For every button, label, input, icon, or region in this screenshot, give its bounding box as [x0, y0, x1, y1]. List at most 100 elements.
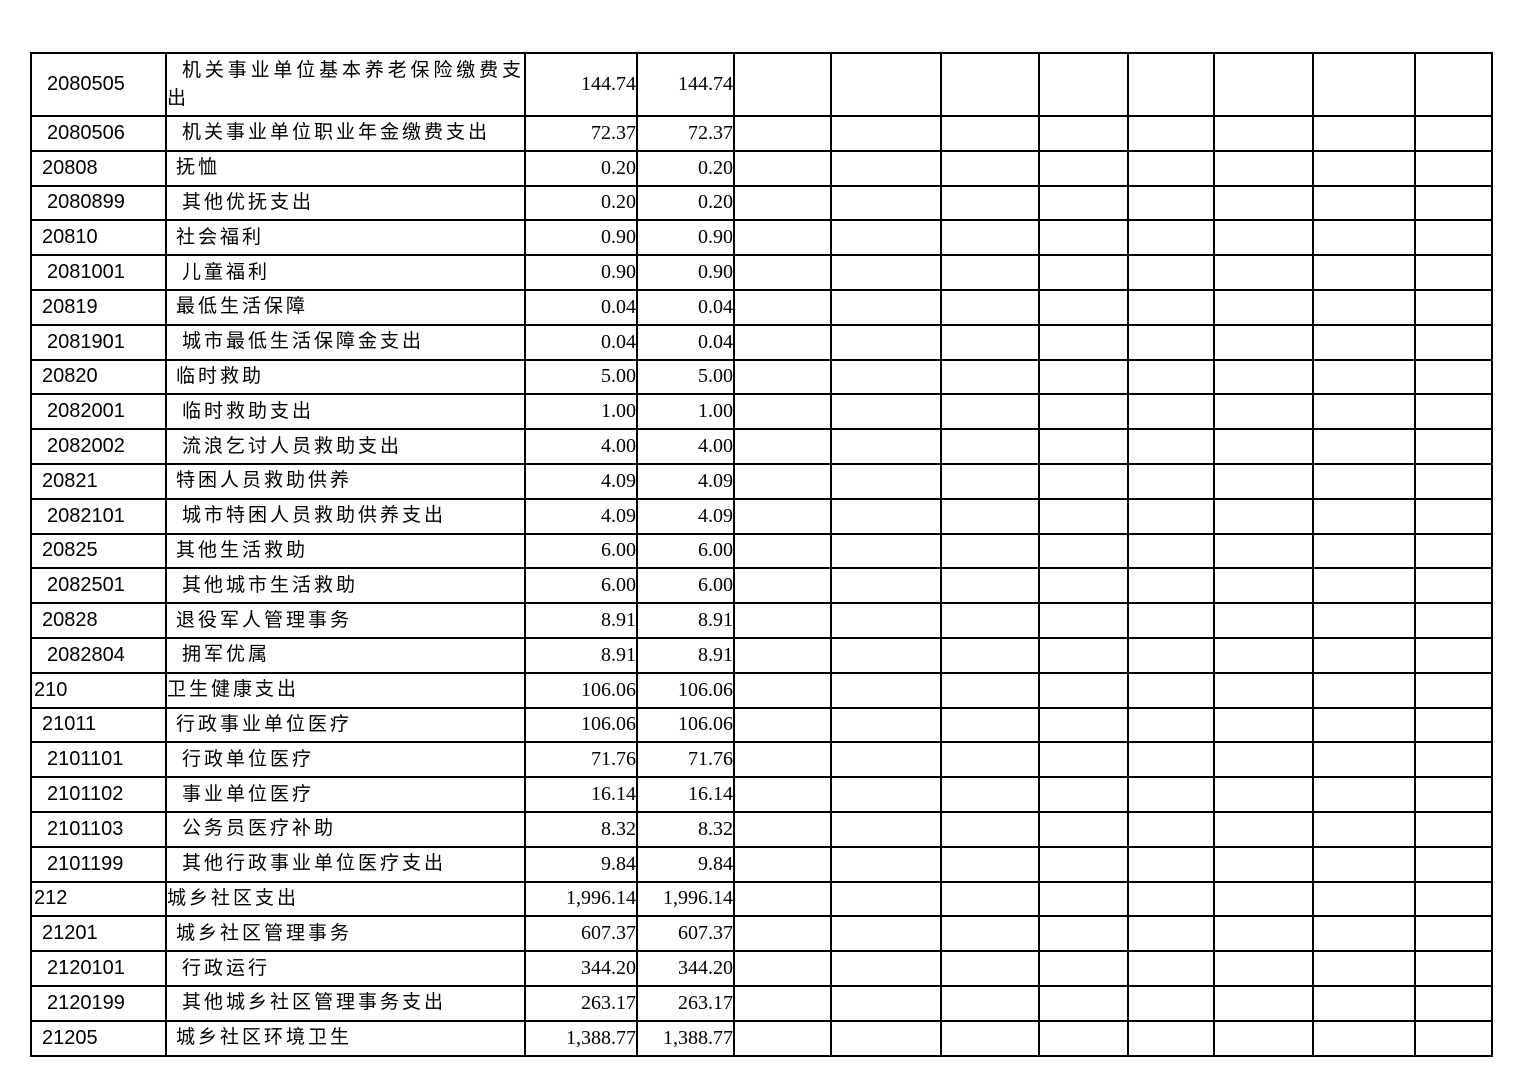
- empty-cell: [1312, 52, 1416, 117]
- empty-cell: [733, 567, 832, 605]
- function-code-cell: 2120199: [30, 984, 167, 1022]
- item-name-cell: 社会福利: [165, 219, 526, 257]
- amount-cell-2: 144.74: [636, 52, 735, 117]
- table-row: 21011 行政事业单位医疗 106.06 106.06: [30, 706, 1493, 744]
- amount-cell-2: 607.37: [636, 915, 735, 953]
- amount-cell-1: 144.74: [524, 52, 638, 117]
- empty-cell: [733, 984, 832, 1022]
- item-name-cell: 临时救助: [165, 358, 526, 396]
- empty-cell: [830, 462, 942, 500]
- amount-cell-2: 106.06: [636, 671, 735, 709]
- empty-cell: [1414, 636, 1493, 674]
- amount-cell-1: 71.76: [524, 741, 638, 779]
- empty-cell: [1038, 915, 1129, 953]
- item-name-cell: 事业单位医疗: [165, 776, 526, 813]
- empty-cell: [1312, 567, 1416, 605]
- table-row: 2082501 其他城市生活救助 6.00 6.00: [30, 567, 1493, 605]
- empty-cell: [1312, 428, 1416, 465]
- empty-cell: [1213, 810, 1314, 848]
- amount-cell-1: 0.04: [524, 288, 638, 326]
- item-name-cell: 其他优抚支出: [165, 184, 526, 222]
- empty-cell: [830, 428, 942, 465]
- table-row: 20828 退役军人管理事务 8.91 8.91: [30, 602, 1493, 639]
- item-name-cell: 退役军人管理事务: [165, 602, 526, 639]
- empty-cell: [830, 497, 942, 535]
- amount-cell-2: 6.00: [636, 567, 735, 605]
- empty-cell: [1213, 567, 1314, 605]
- function-code-cell: 2080899: [30, 184, 167, 222]
- amount-cell-2: 71.76: [636, 741, 735, 779]
- amount-cell-1: 0.04: [524, 323, 638, 361]
- empty-cell: [1414, 428, 1493, 465]
- item-name-cell: 机关事业单位基本养老保险缴费支出: [165, 52, 526, 117]
- empty-cell: [733, 52, 832, 117]
- function-code-cell: 20810: [30, 219, 167, 257]
- empty-cell: [830, 880, 942, 918]
- empty-cell: [830, 567, 942, 605]
- item-name-cell: 特困人员救助供养: [165, 462, 526, 500]
- empty-cell: [940, 184, 1040, 222]
- function-code-cell: 2082001: [30, 393, 167, 431]
- empty-cell: [830, 358, 942, 396]
- amount-cell-1: 0.90: [524, 219, 638, 257]
- amount-cell-2: 0.20: [636, 149, 735, 187]
- function-code-cell: 2081001: [30, 254, 167, 291]
- table-row: 21201 城乡社区管理事务 607.37 607.37: [30, 915, 1493, 953]
- function-code-cell: 2080505: [30, 52, 167, 117]
- empty-cell: [940, 52, 1040, 117]
- empty-cell: [830, 671, 942, 709]
- empty-cell: [940, 810, 1040, 848]
- empty-cell: [1127, 288, 1215, 326]
- empty-cell: [1414, 915, 1493, 953]
- empty-cell: [1127, 497, 1215, 535]
- empty-cell: [1312, 219, 1416, 257]
- empty-cell: [1038, 1019, 1129, 1057]
- empty-cell: [940, 845, 1040, 883]
- empty-cell: [1213, 741, 1314, 779]
- empty-cell: [1127, 462, 1215, 500]
- empty-cell: [1213, 149, 1314, 187]
- item-name-cell: 行政事业单位医疗: [165, 706, 526, 744]
- empty-cell: [1213, 984, 1314, 1022]
- empty-cell: [733, 323, 832, 361]
- item-name-cell: 卫生健康支出: [165, 671, 526, 709]
- empty-cell: [1312, 532, 1416, 570]
- empty-cell: [830, 254, 942, 291]
- table-row: 2120101 行政运行 344.20 344.20: [30, 950, 1493, 987]
- empty-cell: [733, 497, 832, 535]
- amount-cell-1: 16.14: [524, 776, 638, 813]
- table-row: 2101103 公务员医疗补助 8.32 8.32: [30, 810, 1493, 848]
- amount-cell-2: 9.84: [636, 845, 735, 883]
- empty-cell: [1127, 428, 1215, 465]
- function-code-cell: 20808: [30, 149, 167, 187]
- empty-cell: [1414, 323, 1493, 361]
- amount-cell-1: 8.91: [524, 636, 638, 674]
- empty-cell: [940, 323, 1040, 361]
- empty-cell: [1038, 219, 1129, 257]
- empty-cell: [940, 358, 1040, 396]
- empty-cell: [1312, 602, 1416, 639]
- table-row: 2081901 城市最低生活保障金支出 0.04 0.04: [30, 323, 1493, 361]
- amount-cell-2: 0.04: [636, 288, 735, 326]
- empty-cell: [733, 776, 832, 813]
- amount-cell-2: 0.90: [636, 219, 735, 257]
- empty-cell: [940, 115, 1040, 152]
- amount-cell-2: 6.00: [636, 532, 735, 570]
- amount-cell-1: 106.06: [524, 671, 638, 709]
- table-row: 2080899 其他优抚支出 0.20 0.20: [30, 184, 1493, 222]
- empty-cell: [1213, 880, 1314, 918]
- empty-cell: [1213, 462, 1314, 500]
- empty-cell: [1038, 288, 1129, 326]
- empty-cell: [733, 880, 832, 918]
- empty-cell: [1312, 393, 1416, 431]
- empty-cell: [733, 915, 832, 953]
- table-row: 20825 其他生活救助 6.00 6.00: [30, 532, 1493, 570]
- empty-cell: [1312, 323, 1416, 361]
- empty-cell: [940, 393, 1040, 431]
- amount-cell-2: 4.00: [636, 428, 735, 465]
- empty-cell: [1038, 984, 1129, 1022]
- empty-cell: [830, 984, 942, 1022]
- empty-cell: [1312, 462, 1416, 500]
- amount-cell-1: 5.00: [524, 358, 638, 396]
